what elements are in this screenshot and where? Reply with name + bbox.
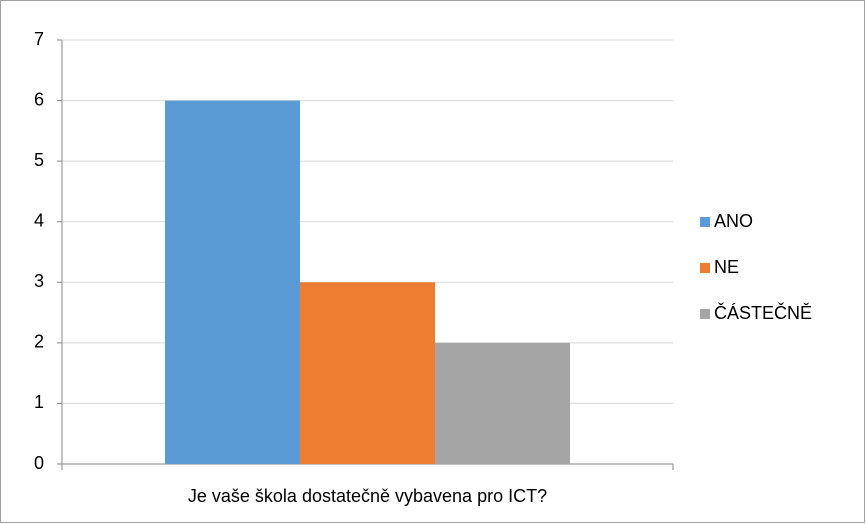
bar <box>435 342 571 464</box>
y-tick-label: 6 <box>34 89 44 109</box>
legend-label: ČÁSTEČNĚ <box>714 302 812 323</box>
y-tick-label: 3 <box>34 271 44 291</box>
x-tick-label: Je vaše škola dostatečně vybavena pro IC… <box>188 486 547 506</box>
legend-swatch <box>700 217 710 227</box>
bar <box>164 100 300 465</box>
legend-label: ANO <box>714 211 753 231</box>
y-tick-label: 1 <box>34 392 44 412</box>
y-tick-label: 7 <box>34 29 44 49</box>
y-tick-label: 4 <box>34 210 44 230</box>
y-tick-label: 0 <box>34 453 44 473</box>
y-tick-label: 5 <box>34 150 44 170</box>
legend-swatch <box>700 263 710 273</box>
legend-swatch <box>700 309 710 319</box>
bar <box>299 282 436 464</box>
y-tick-label: 2 <box>34 332 44 352</box>
legend-label: NE <box>714 257 739 277</box>
